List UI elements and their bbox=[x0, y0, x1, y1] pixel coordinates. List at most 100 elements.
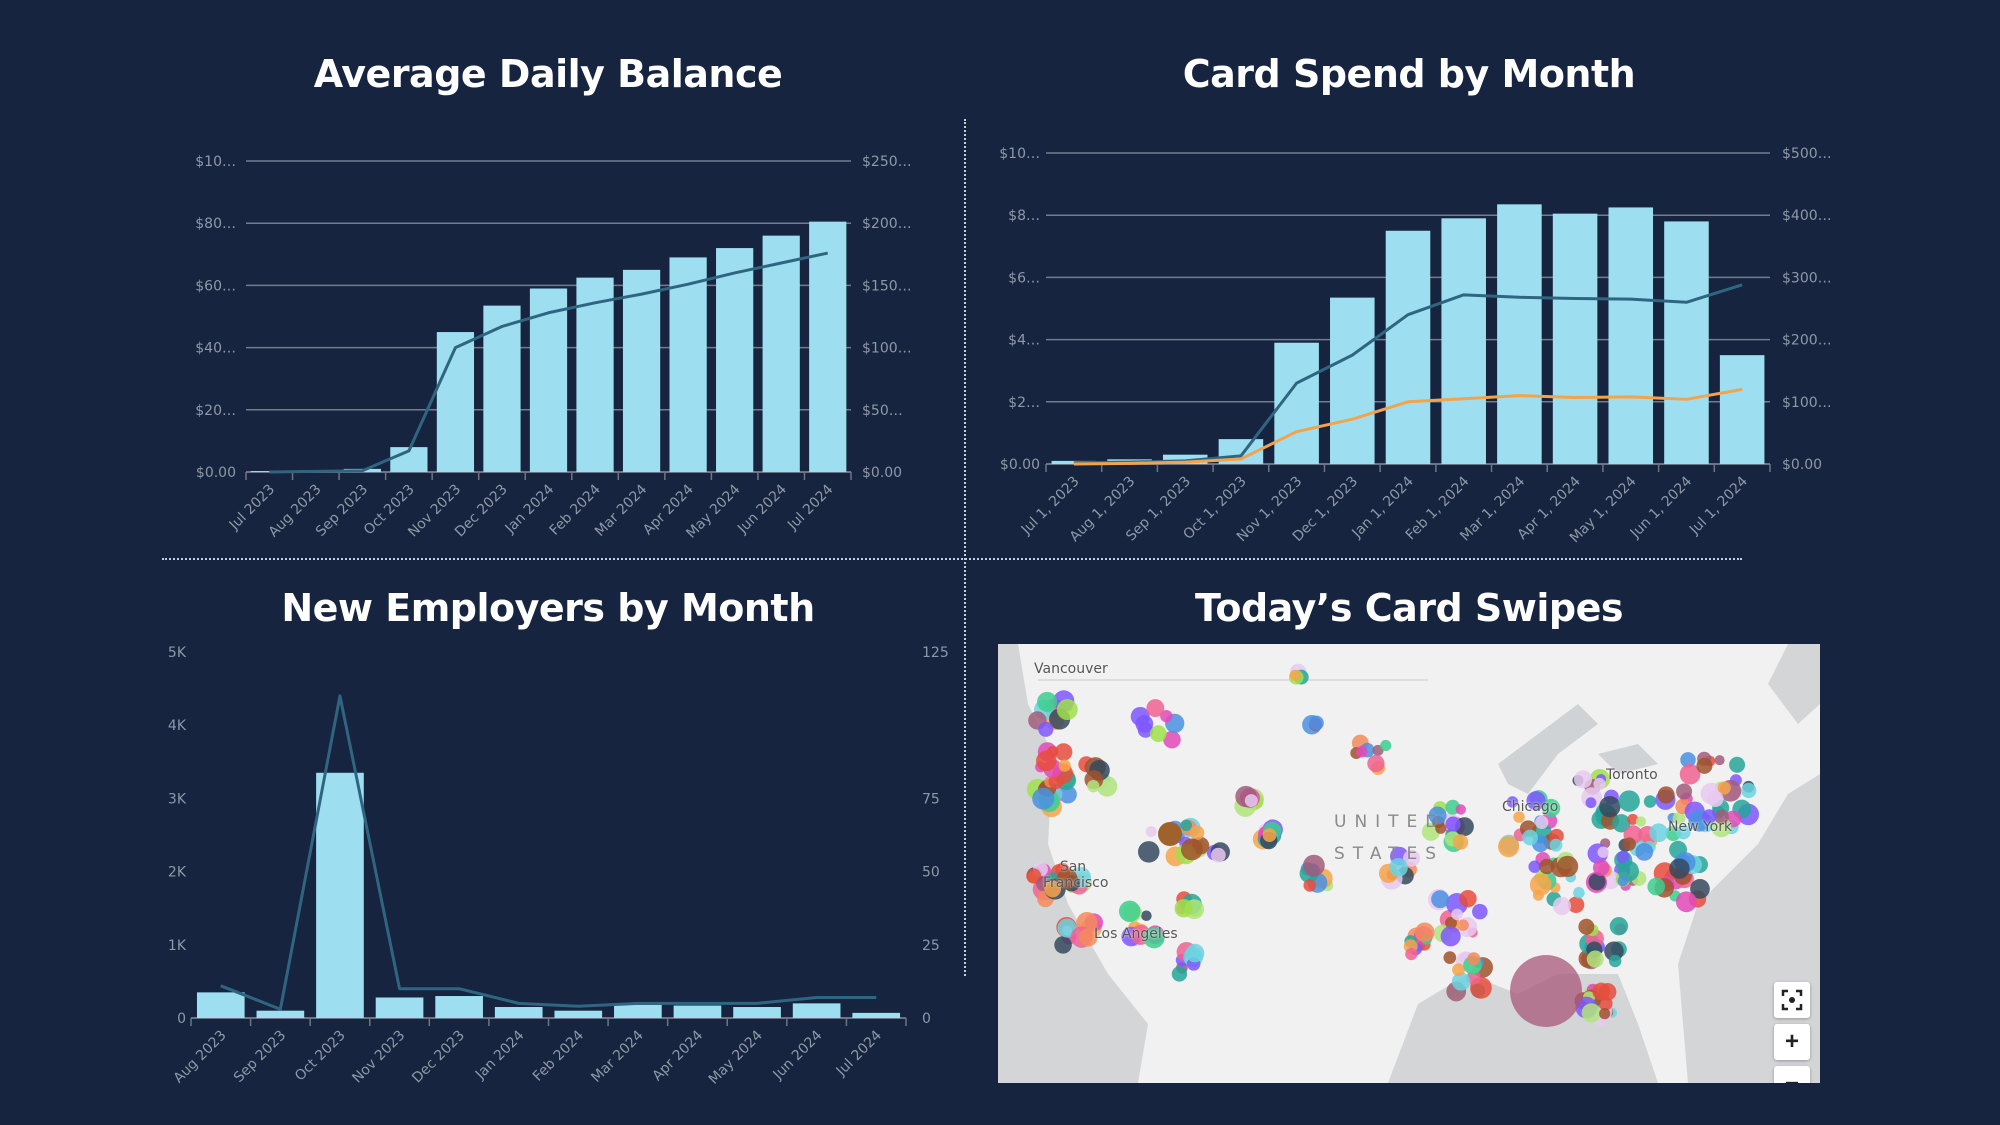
swipe-dot bbox=[1356, 745, 1368, 758]
swipe-dot bbox=[1149, 725, 1167, 743]
swipe-dot bbox=[1455, 804, 1466, 815]
horizontal-divider bbox=[162, 558, 1742, 560]
y2-tick-label: 0 bbox=[922, 1011, 931, 1027]
swipe-dot bbox=[1440, 926, 1461, 947]
swipe-dot bbox=[1058, 785, 1077, 804]
y2-tick-label: $0.00 bbox=[862, 465, 902, 481]
swipe-dot bbox=[1714, 809, 1729, 824]
bar bbox=[614, 1004, 662, 1018]
swipe-dot bbox=[1180, 819, 1192, 832]
x-tick-label: Jun 2024 bbox=[734, 481, 790, 537]
swipe-dot bbox=[1445, 816, 1461, 832]
swipe-dot bbox=[1498, 836, 1520, 858]
x-tick-label: Nov 2023 bbox=[349, 1028, 408, 1087]
bar bbox=[733, 1007, 781, 1018]
swipe-dot bbox=[1585, 797, 1597, 809]
swipe-dot bbox=[1578, 918, 1595, 935]
swipe-dot bbox=[1146, 699, 1165, 718]
zoom-in-button[interactable]: + bbox=[1774, 1024, 1810, 1060]
city-label-toronto: Toronto bbox=[1606, 767, 1658, 783]
swipe-dot bbox=[1529, 873, 1552, 896]
great-lakes bbox=[1498, 704, 1658, 794]
bar bbox=[436, 332, 475, 472]
card-swipes-map[interactable]: Vancouver Toronto Chicago New York San F… bbox=[998, 644, 1820, 1083]
y2-tick-label: $200… bbox=[862, 216, 912, 232]
bar bbox=[196, 992, 245, 1018]
swipe-dot bbox=[1143, 927, 1165, 949]
x-tick-label: May 2024 bbox=[706, 1027, 766, 1087]
bar bbox=[494, 1007, 543, 1018]
swipe-dot bbox=[1513, 811, 1525, 823]
swipe-dot bbox=[1428, 806, 1447, 825]
city-label-vancouver: Vancouver bbox=[1034, 661, 1108, 677]
y2-tick-label: $500… bbox=[1782, 146, 1832, 162]
swipe-dot bbox=[1729, 756, 1746, 773]
pacific-ocean bbox=[998, 644, 1148, 1083]
swipe-dot bbox=[1367, 754, 1385, 773]
swipe-dot bbox=[1457, 919, 1469, 931]
bar bbox=[809, 221, 847, 472]
vertical-divider bbox=[964, 119, 966, 976]
zoom-out-button[interactable]: − bbox=[1774, 1066, 1810, 1083]
bar bbox=[316, 772, 364, 1018]
locate-button[interactable] bbox=[1774, 982, 1810, 1018]
y-tick-label: 0 bbox=[177, 1011, 186, 1027]
y-tick-label: $80… bbox=[195, 216, 236, 232]
bar bbox=[622, 269, 661, 472]
bar bbox=[1552, 213, 1598, 464]
city-label-chicago: Chicago bbox=[1502, 799, 1559, 815]
swipe-dot bbox=[1056, 699, 1078, 721]
swipe-dot bbox=[1262, 828, 1277, 843]
y2-tick-label: $150… bbox=[862, 278, 912, 294]
y-tick-label: 1K bbox=[168, 938, 187, 954]
swipe-dot-large bbox=[1510, 955, 1582, 1027]
swipe-dot bbox=[1078, 928, 1098, 947]
chart-2: 0 0 1K 25 2K 50 3K 75 4K 5K 125 Aug 2023 Sep 2023 Oct… bbox=[168, 645, 949, 1088]
y-tick-label: $40… bbox=[195, 341, 236, 357]
swipe-dot bbox=[1647, 877, 1666, 896]
y2-tick-label: 125 bbox=[922, 645, 949, 661]
y-tick-label: $8… bbox=[1008, 208, 1040, 224]
y2-tick-label: $200… bbox=[1782, 333, 1832, 349]
swipe-dot bbox=[1643, 795, 1657, 808]
swipe-dot bbox=[1567, 896, 1585, 914]
swipe-dot bbox=[1672, 812, 1686, 825]
bar bbox=[673, 1005, 722, 1018]
swipe-dot-large bbox=[1158, 822, 1182, 846]
bar bbox=[1497, 204, 1542, 464]
bar bbox=[1664, 221, 1709, 464]
swipe-dot bbox=[1403, 849, 1421, 867]
bar bbox=[852, 1012, 901, 1018]
y2-tick-label: 75 bbox=[922, 791, 940, 807]
y-tick-label: $20… bbox=[195, 403, 236, 419]
y2-tick-label: $250… bbox=[862, 154, 912, 170]
swipe-dot bbox=[1057, 868, 1078, 889]
swipe-dot bbox=[1702, 809, 1717, 824]
y-tick-label: $10… bbox=[195, 154, 236, 170]
swipe-dot bbox=[1588, 873, 1606, 891]
y-tick-label: $4… bbox=[1008, 333, 1040, 349]
swipe-dot bbox=[1054, 936, 1072, 954]
bar bbox=[256, 1010, 305, 1018]
y-tick-label: $6… bbox=[1008, 270, 1040, 286]
locate-icon bbox=[1781, 989, 1803, 1011]
swipe-dot bbox=[1302, 854, 1325, 877]
bar bbox=[435, 996, 483, 1018]
bar bbox=[1441, 218, 1486, 464]
y2-tick-label: $0.00 bbox=[1782, 457, 1822, 473]
swipe-dot bbox=[1556, 855, 1579, 877]
swipe-dot bbox=[1649, 823, 1668, 843]
swipe-dot bbox=[1137, 722, 1154, 738]
y2-tick-label: $400… bbox=[1782, 208, 1832, 224]
bar bbox=[554, 1010, 603, 1018]
swipe-dot bbox=[1657, 786, 1675, 804]
y-tick-label: $10… bbox=[999, 146, 1040, 162]
bar bbox=[483, 305, 521, 472]
swipe-dot bbox=[1622, 837, 1636, 851]
swipe-dot bbox=[1309, 715, 1324, 731]
chart-1: $0.00 $0.00 $2… $100… $4… $200… $6… $300… $8… $40… bbox=[999, 146, 1831, 546]
swipe-dot bbox=[1549, 838, 1563, 852]
x-tick-label: Oct 2023 bbox=[292, 1028, 349, 1085]
swipe-dot bbox=[1599, 1008, 1611, 1020]
